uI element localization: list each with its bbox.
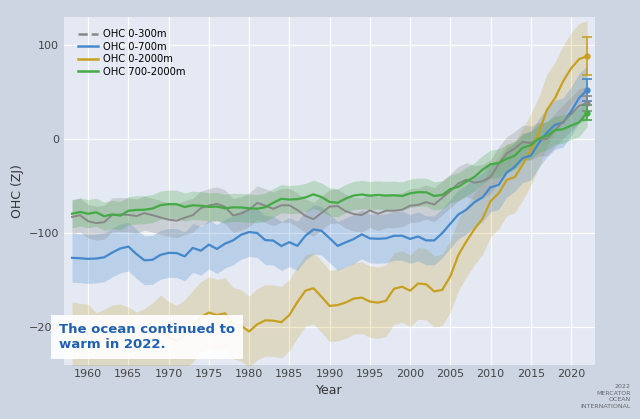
Legend: OHC 0-300m, OHC 0-700m, OHC 0-2000m, OHC 700-2000m: OHC 0-300m, OHC 0-700m, OHC 0-2000m, OHC… — [74, 25, 190, 81]
Text: The ocean continued to
warm in 2022.: The ocean continued to warm in 2022. — [59, 323, 235, 351]
Y-axis label: OHC (ZJ): OHC (ZJ) — [12, 164, 24, 217]
Text: 2022
MERCATOR
OCEAN
INTERNATIONAL: 2022 MERCATOR OCEAN INTERNATIONAL — [580, 384, 630, 409]
X-axis label: Year: Year — [316, 383, 343, 396]
